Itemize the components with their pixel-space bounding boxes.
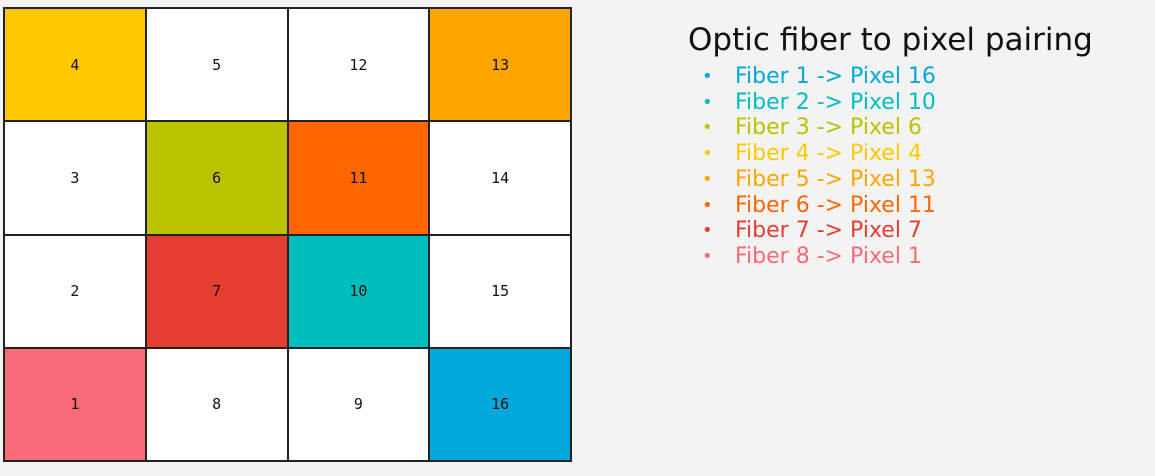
- pixel-cell-8: 8: [145, 347, 288, 461]
- pixel-cell-9: 9: [287, 347, 430, 461]
- bullet-icon: •: [702, 91, 713, 113]
- legend-item: • Fiber 8 -> Pixel 1: [702, 244, 1148, 270]
- pixel-cell-5: 5: [145, 8, 288, 122]
- pixel-cell-11: 11: [287, 121, 430, 235]
- legend-item-text: Fiber 5 -> Pixel 13: [735, 166, 936, 192]
- legend-item: • Fiber 7 -> Pixel 7: [702, 218, 1148, 244]
- bullet-icon: •: [702, 117, 713, 139]
- legend-item-text: Fiber 1 -> Pixel 16: [735, 64, 936, 89]
- pixel-cell-4: 4: [4, 8, 146, 122]
- pixel-cell-10: 10: [287, 234, 430, 348]
- bullet-icon: •: [702, 245, 713, 267]
- pixel-cell-16: 16: [429, 347, 571, 461]
- legend-item-text: Fiber 6 -> Pixel 11: [735, 192, 936, 218]
- pixel-cell-14: 14: [429, 121, 571, 235]
- pixel-cell-3: 3: [4, 121, 146, 235]
- legend-title: Optic fiber to pixel pairing: [688, 22, 1093, 58]
- fiber-pairing-legend: Optic fiber to pixel pairing • Fiber 1 ->…: [688, 20, 1148, 270]
- pixel-cell-7: 7: [145, 234, 288, 348]
- legend-item: • Fiber 5 -> Pixel 13: [702, 167, 1148, 193]
- pixel-cell-1: 1: [4, 347, 146, 461]
- legend-item: • Fiber 3 -> Pixel 6: [702, 115, 1148, 141]
- legend-item: • Fiber 2 -> Pixel 10: [702, 90, 1148, 116]
- legend-item: • Fiber 6 -> Pixel 11: [702, 193, 1148, 219]
- bullet-icon: •: [702, 66, 713, 87]
- pixel-grid: 4 5 12 13 3 6 11 14 2 7 10 15 1 8 9 16: [3, 7, 572, 462]
- legend-item-text: Fiber 4 -> Pixel 4: [735, 141, 922, 167]
- legend-item-text: Fiber 7 -> Pixel 7: [735, 218, 922, 244]
- bullet-icon: •: [702, 143, 713, 165]
- legend-list: • Fiber 1 -> Pixel 16 • Fiber 2 -> Pixel 10…: [688, 64, 1148, 270]
- legend-item-text: Fiber 2 -> Pixel 10: [735, 89, 936, 115]
- pixel-cell-15: 15: [429, 234, 571, 348]
- legend-item-text: Fiber 3 -> Pixel 6: [735, 115, 922, 141]
- legend-item: • Fiber 4 -> Pixel 4: [702, 141, 1148, 167]
- pixel-cell-13: 13: [429, 8, 571, 122]
- bullet-icon: •: [702, 168, 713, 190]
- pixel-cell-2: 2: [4, 234, 146, 348]
- bullet-icon: •: [702, 220, 713, 242]
- legend-item-text: Fiber 8 -> Pixel 1: [735, 243, 922, 269]
- legend-item: • Fiber 1 -> Pixel 16: [702, 64, 1148, 90]
- pixel-cell-12: 12: [287, 8, 430, 122]
- pixel-cell-6: 6: [145, 121, 288, 235]
- bullet-icon: •: [702, 194, 713, 216]
